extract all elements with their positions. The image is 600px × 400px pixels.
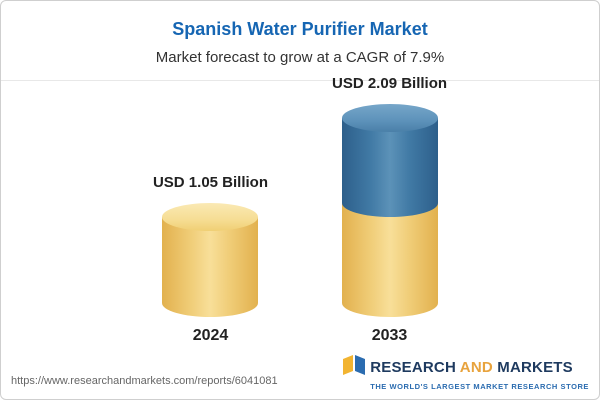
logo-text-markets: MARKETS xyxy=(497,359,573,376)
value-label-2024: USD 1.05 Billion xyxy=(152,174,268,192)
source-url: https://www.researchandmarkets.com/repor… xyxy=(11,375,278,387)
logo-text: RESEARCH AND MARKETS xyxy=(370,359,573,376)
cylinder-2024-body xyxy=(162,217,259,317)
bar-group-2024: USD 1.05 Billion 2024 xyxy=(153,174,268,345)
brand-logo: RESEARCH AND MARKETS THE WORLD'S LARGEST… xyxy=(343,355,589,391)
logo-mark-icon xyxy=(343,355,366,380)
chart-header: Spanish Water Purifier Market Market for… xyxy=(1,1,599,81)
logo-text-research: RESEARCH xyxy=(370,359,456,376)
footer: https://www.researchandmarkets.com/repor… xyxy=(11,355,589,391)
cylinder-2024 xyxy=(162,203,259,317)
logo-tagline: THE WORLD'S LARGEST MARKET RESEARCH STOR… xyxy=(370,382,589,391)
chart-area: USD 1.05 Billion 2024 USD 2.09 Billion 2… xyxy=(1,75,599,345)
year-label-2033: 2033 xyxy=(371,327,408,344)
cylinder-2033-top xyxy=(341,104,438,133)
logo-text-and: AND xyxy=(459,359,493,376)
cylinder-2033-blue-segment xyxy=(341,118,438,218)
chart-subtitle: Market forecast to grow at a CAGR of 7.9… xyxy=(155,49,445,66)
logo-row: RESEARCH AND MARKETS xyxy=(343,355,573,380)
cylinder-2024-top xyxy=(162,203,259,232)
year-label-2024: 2024 xyxy=(192,327,229,344)
value-label-2033: USD 2.09 Billion xyxy=(332,75,448,93)
chart-title: Spanish Water Purifier Market xyxy=(172,19,428,39)
cylinder-2033 xyxy=(341,104,438,317)
cylinder-2033-yellow-segment xyxy=(341,203,438,317)
bar-group-2033: USD 2.09 Billion 2033 xyxy=(332,75,447,345)
